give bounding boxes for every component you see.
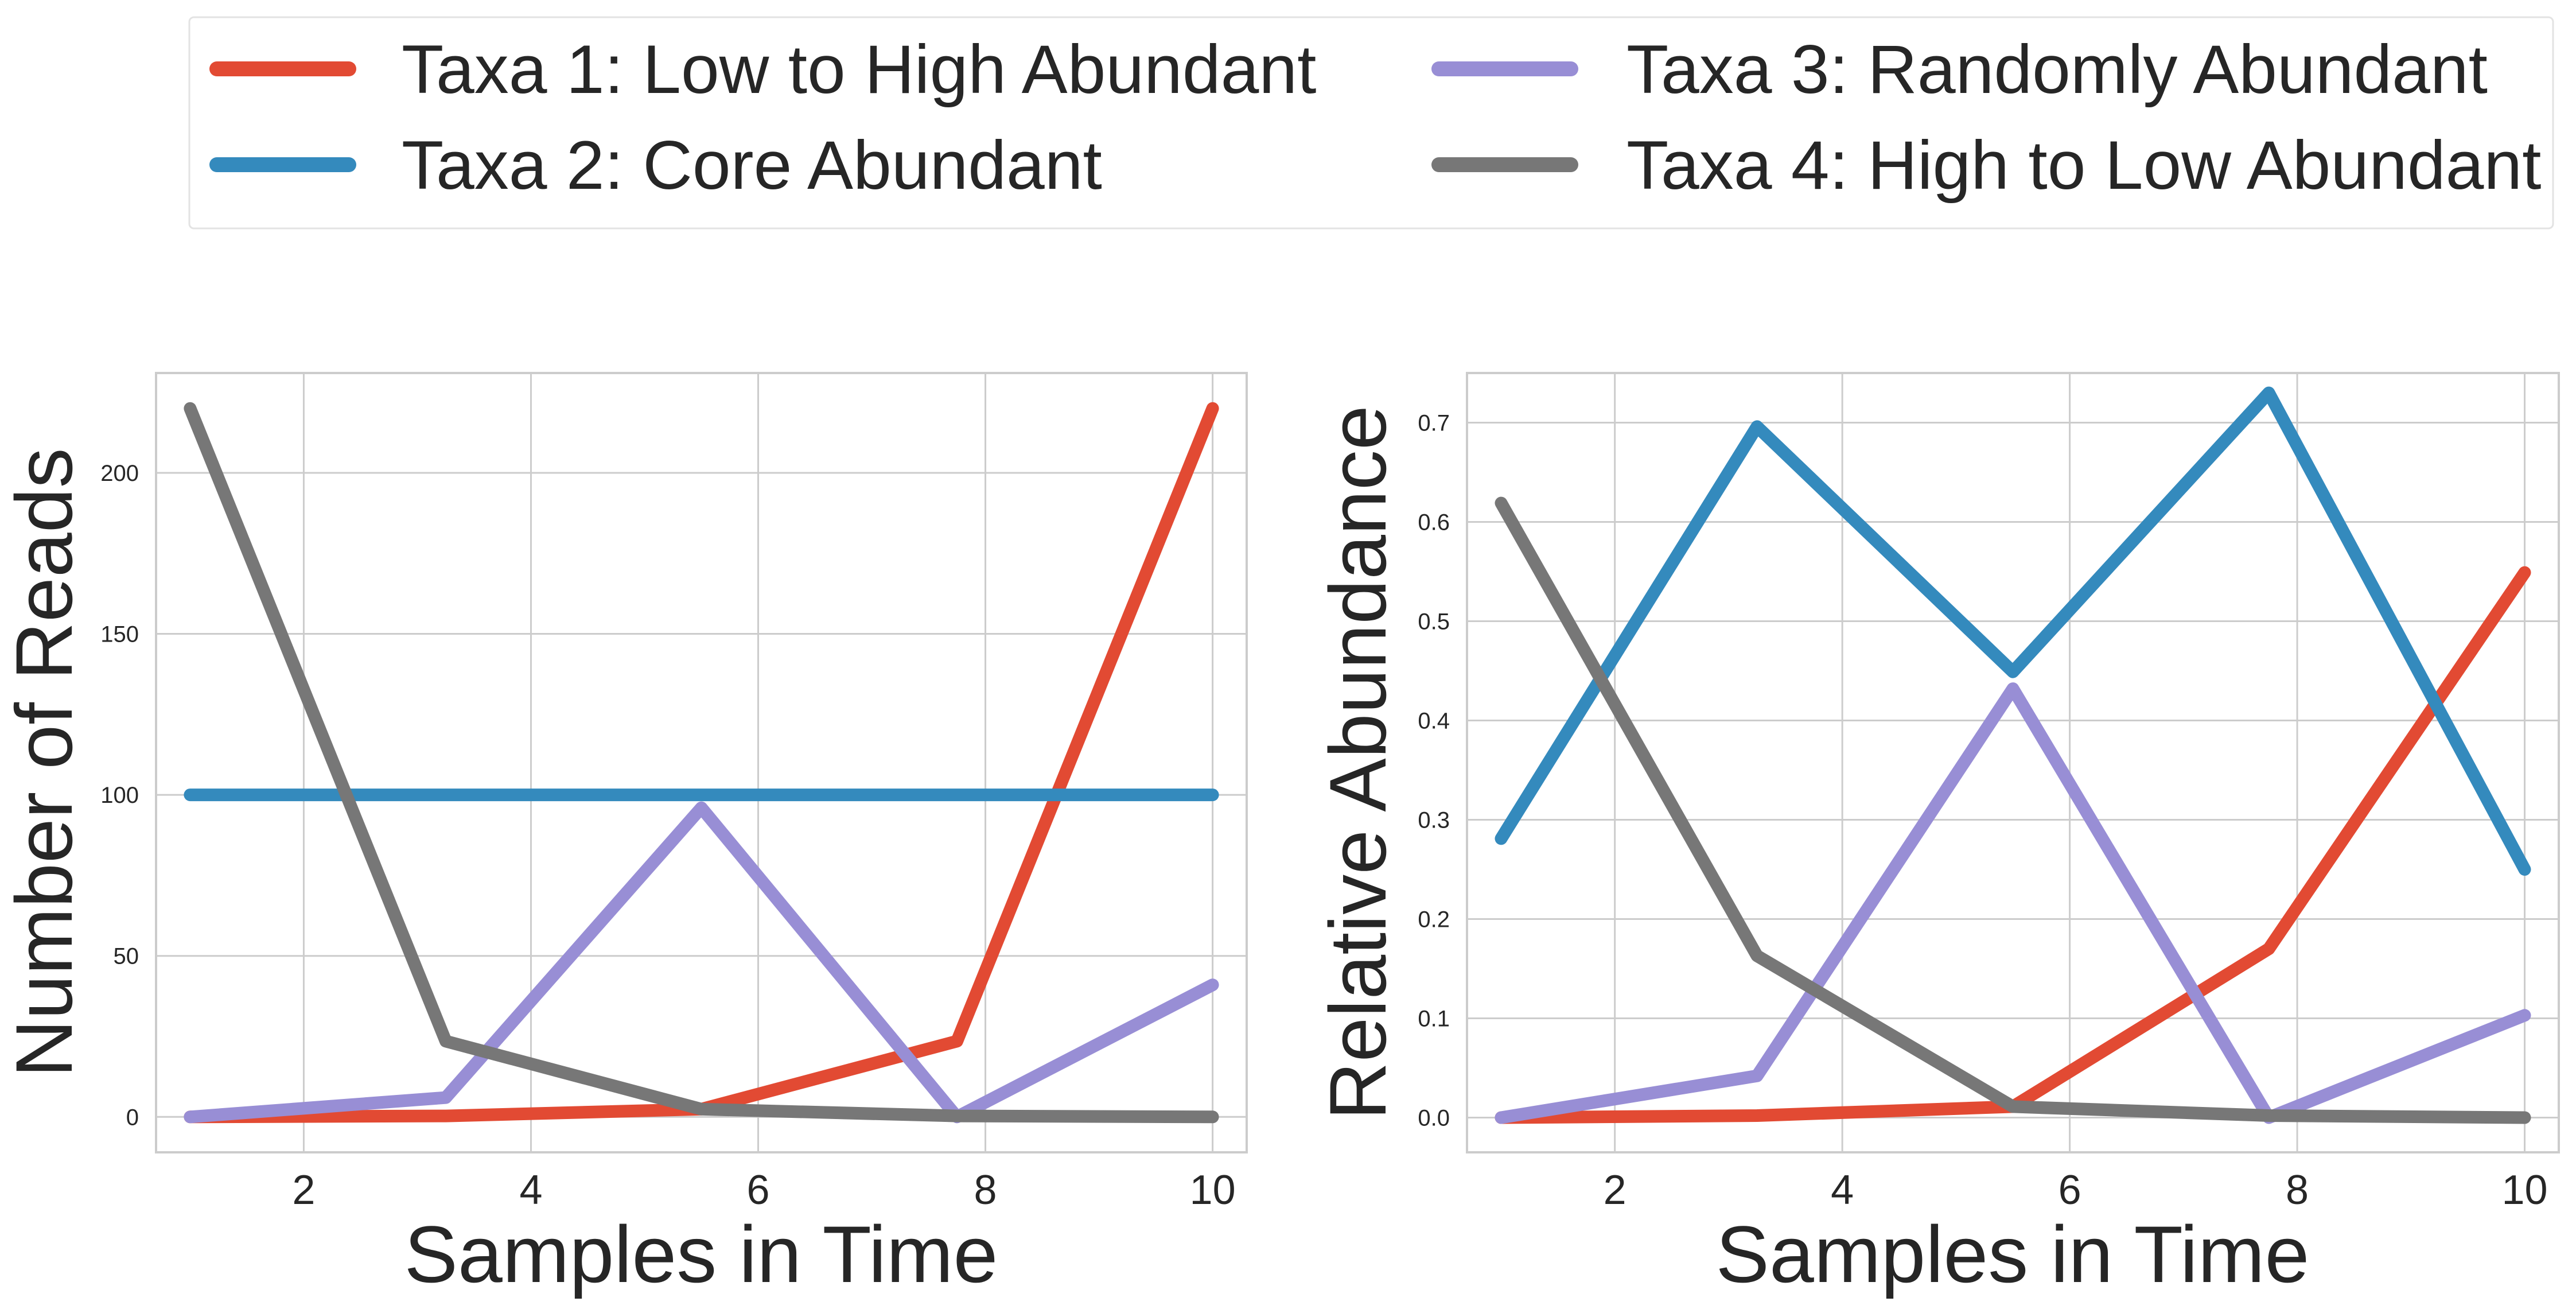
legend-frame <box>188 16 2554 230</box>
y-axis-title: Number of Reads <box>0 448 89 1077</box>
series-line-taxa-4 <box>1495 496 2531 1124</box>
y-tick-label: 0.1 <box>1418 1006 1450 1031</box>
y-tick-label: 0.4 <box>1418 708 1450 733</box>
y-tick-label: 0 <box>126 1105 139 1130</box>
series-line-taxa-3 <box>1495 682 2531 1124</box>
legend-entry-taxa-4: Taxa 4: High to Low Abundant <box>1431 127 2541 204</box>
y-tick-label: 150 <box>100 622 139 647</box>
y-tick-label: 0.6 <box>1418 510 1450 535</box>
y-tick-label: 0.0 <box>1418 1105 1450 1131</box>
x-tick-label: 10 <box>2501 1167 2547 1213</box>
legend-label-taxa-2: Taxa 2: Core Abundant <box>402 127 1102 204</box>
y-tick-label: 200 <box>100 461 139 486</box>
series-line-taxa-4 <box>184 402 1219 1124</box>
plot-frame <box>155 372 1248 1153</box>
legend: Taxa 1: Low to High Abundant Taxa 2: Cor… <box>188 16 2554 230</box>
chart-reads: 2 4 6 8 10 0 50 100 150 200 Samples in Time Numb… <box>0 372 1248 1299</box>
legend-label-taxa-1: Taxa 1: Low to High Abundant <box>402 31 1316 108</box>
chart-relative-abundance: 2 4 6 8 10 0.0 0.1 0.2 0.3 0.4 0.5 0.6 0.7 Samples … <box>1313 372 2560 1299</box>
legend-label-taxa-3: Taxa 3: Randomly Abundant <box>1626 31 2488 108</box>
series-lines <box>184 402 1219 1124</box>
legend-entry-taxa-1: Taxa 1: Low to High Abundant <box>209 31 1316 108</box>
plot-frame <box>1466 372 2560 1153</box>
y-tick-label: 0.3 <box>1418 807 1450 833</box>
series-lines <box>1495 386 2531 1124</box>
x-tick-labels: 2 4 6 8 10 <box>1604 1167 2548 1213</box>
legend-entry-taxa-2: Taxa 2: Core Abundant <box>209 127 1102 204</box>
series-line-taxa-2 <box>1495 386 2531 876</box>
y-tick-labels: 0.0 0.1 0.2 0.3 0.4 0.5 0.6 0.7 <box>1418 410 1450 1131</box>
gridlines <box>1467 373 2559 1152</box>
legend-label-taxa-4: Taxa 4: High to Low Abundant <box>1626 127 2541 204</box>
y-tick-label: 50 <box>114 944 139 969</box>
series-line-taxa-1 <box>184 402 1219 1124</box>
gridlines <box>156 373 1247 1152</box>
x-tick-label: 6 <box>2059 1167 2081 1213</box>
x-tick-label: 8 <box>974 1167 997 1213</box>
y-axis-title: Relative Abundance <box>1313 405 1403 1120</box>
x-tick-label: 2 <box>1604 1167 1626 1213</box>
x-tick-label: 8 <box>2286 1167 2309 1213</box>
legend-entry-taxa-3: Taxa 3: Randomly Abundant <box>1431 31 2488 108</box>
y-tick-label: 0.7 <box>1418 410 1450 436</box>
y-tick-label: 0.2 <box>1418 907 1450 932</box>
x-tick-label: 2 <box>292 1167 315 1213</box>
x-tick-labels: 2 4 6 8 10 <box>292 1167 1235 1213</box>
x-tick-label: 4 <box>1831 1167 1854 1213</box>
y-tick-labels: 0 50 100 150 200 <box>100 461 139 1130</box>
series-line-taxa-3 <box>184 801 1219 1124</box>
y-tick-label: 100 <box>100 783 139 808</box>
x-tick-label: 4 <box>519 1167 542 1213</box>
x-axis-title: Samples in Time <box>404 1209 998 1299</box>
series-line-taxa-1 <box>1495 566 2531 1124</box>
x-tick-label: 10 <box>1190 1167 1236 1213</box>
y-tick-label: 0.5 <box>1418 609 1450 634</box>
x-axis-title: Samples in Time <box>1716 1209 2310 1299</box>
x-tick-label: 6 <box>746 1167 769 1213</box>
